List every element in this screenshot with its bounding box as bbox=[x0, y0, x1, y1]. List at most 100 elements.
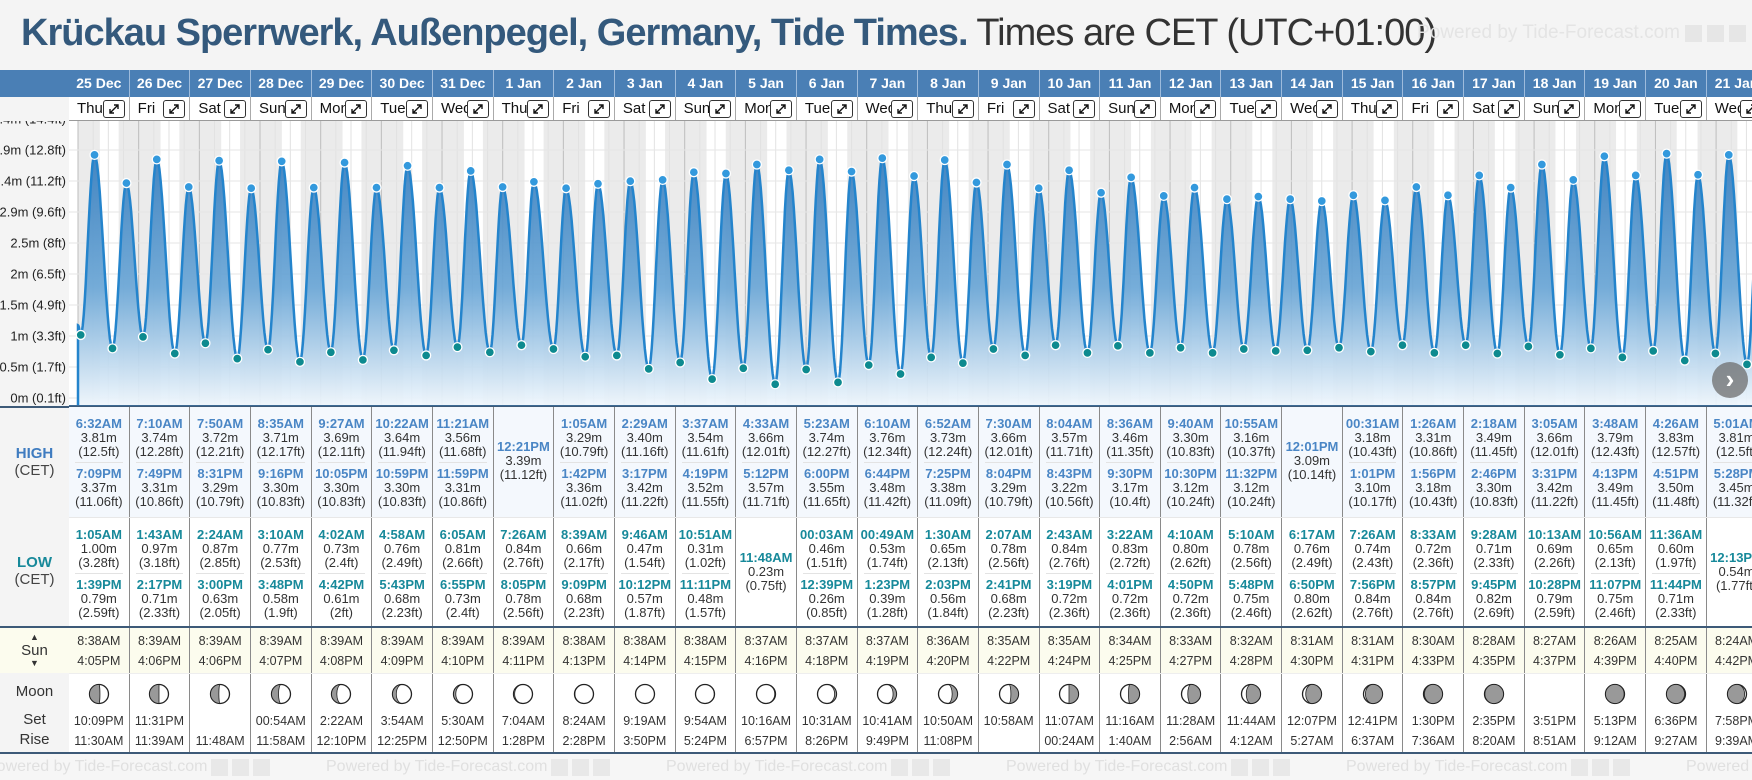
low-tide-point[interactable] bbox=[1741, 359, 1752, 370]
low-tide-point[interactable] bbox=[232, 353, 243, 364]
high-tide-point[interactable] bbox=[1661, 148, 1672, 159]
high-tide-point[interactable] bbox=[783, 165, 795, 176]
high-tide-point[interactable] bbox=[1379, 195, 1391, 206]
low-tide-point[interactable] bbox=[1648, 345, 1659, 357]
low-tide-point[interactable] bbox=[516, 340, 527, 351]
low-tide-point[interactable] bbox=[643, 363, 654, 375]
low-tide-point[interactable] bbox=[169, 348, 180, 359]
expand-day-button[interactable] bbox=[345, 100, 368, 118]
high-tide-point[interactable] bbox=[1474, 170, 1485, 181]
high-tide-point[interactable] bbox=[1221, 193, 1233, 205]
expand-day-button[interactable] bbox=[1012, 100, 1035, 118]
low-tide-point[interactable] bbox=[1112, 340, 1124, 351]
high-tide-point[interactable] bbox=[1536, 159, 1548, 170]
high-tide-point[interactable] bbox=[720, 168, 732, 179]
high-tide-point[interactable] bbox=[1316, 195, 1327, 207]
expand-day-button[interactable] bbox=[830, 100, 853, 118]
low-tide-point[interactable] bbox=[988, 343, 999, 355]
low-tide-point[interactable] bbox=[1554, 349, 1566, 360]
high-tide-point[interactable] bbox=[1125, 172, 1137, 183]
expand-day-button[interactable] bbox=[1679, 100, 1702, 118]
expand-day-button[interactable] bbox=[951, 100, 974, 118]
high-tide-point[interactable] bbox=[497, 181, 508, 193]
high-tide-point[interactable] bbox=[560, 183, 572, 194]
high-tide-point[interactable] bbox=[1063, 165, 1075, 176]
high-tide-point[interactable] bbox=[688, 167, 699, 178]
low-tide-point[interactable] bbox=[706, 373, 718, 385]
low-tide-point[interactable] bbox=[1175, 342, 1186, 353]
expand-day-button[interactable] bbox=[1194, 100, 1217, 118]
high-tide-point[interactable] bbox=[371, 182, 382, 193]
low-tide-point[interactable] bbox=[957, 357, 969, 369]
low-tide-point[interactable] bbox=[580, 351, 591, 362]
high-tide-point[interactable] bbox=[1723, 149, 1734, 161]
high-tide-point[interactable] bbox=[846, 166, 857, 177]
low-tide-point[interactable] bbox=[1523, 341, 1534, 352]
high-tide-point[interactable] bbox=[465, 165, 476, 177]
low-tide-point[interactable] bbox=[895, 368, 906, 380]
high-tide-point[interactable] bbox=[1505, 182, 1516, 193]
low-tide-point[interactable] bbox=[1617, 352, 1628, 363]
expand-day-button[interactable] bbox=[709, 100, 732, 118]
expand-day-button[interactable] bbox=[102, 100, 125, 118]
expand-day-button[interactable] bbox=[648, 100, 671, 118]
low-tide-point[interactable] bbox=[357, 354, 369, 366]
high-tide-point[interactable] bbox=[877, 152, 888, 164]
high-tide-point[interactable] bbox=[213, 155, 225, 166]
expand-day-button[interactable] bbox=[284, 100, 307, 118]
expand-day-button[interactable] bbox=[405, 100, 428, 118]
low-tide-point[interactable] bbox=[1333, 342, 1345, 353]
high-tide-point[interactable] bbox=[751, 159, 763, 170]
low-tide-point[interactable] bbox=[1082, 347, 1093, 359]
low-tide-point[interactable] bbox=[294, 356, 306, 367]
high-tide-point[interactable] bbox=[1630, 170, 1641, 181]
expand-day-button[interactable] bbox=[163, 100, 186, 118]
low-tide-point[interactable] bbox=[1710, 348, 1721, 359]
expand-day-button[interactable] bbox=[1073, 100, 1096, 118]
high-tide-point[interactable] bbox=[908, 170, 920, 182]
high-tide-point[interactable] bbox=[434, 182, 445, 193]
low-tide-point[interactable] bbox=[200, 338, 211, 349]
low-tide-point[interactable] bbox=[548, 343, 559, 355]
low-tide-point[interactable] bbox=[1429, 347, 1440, 359]
high-tide-point[interactable] bbox=[308, 182, 319, 193]
low-tide-point[interactable] bbox=[1302, 345, 1313, 356]
low-tide-point[interactable] bbox=[325, 347, 337, 358]
low-tide-point[interactable] bbox=[1679, 355, 1690, 366]
low-tide-point[interactable] bbox=[611, 350, 622, 361]
high-tide-point[interactable] bbox=[246, 183, 257, 194]
expand-day-button[interactable] bbox=[1133, 100, 1156, 118]
expand-day-button[interactable] bbox=[1315, 100, 1338, 118]
high-tide-point[interactable] bbox=[1285, 193, 1296, 205]
high-tide-point[interactable] bbox=[1692, 169, 1704, 180]
high-tide-point[interactable] bbox=[625, 176, 636, 187]
high-tide-point[interactable] bbox=[151, 154, 162, 165]
low-tide-point[interactable] bbox=[388, 345, 400, 356]
high-tide-point[interactable] bbox=[89, 149, 100, 161]
low-tide-point[interactable] bbox=[738, 363, 749, 374]
next-days-button[interactable]: › bbox=[1712, 362, 1748, 398]
expand-day-button[interactable] bbox=[466, 100, 489, 118]
high-tide-point[interactable] bbox=[657, 174, 668, 186]
low-tide-point[interactable] bbox=[832, 377, 844, 388]
low-tide-point[interactable] bbox=[137, 331, 149, 343]
low-tide-point[interactable] bbox=[484, 347, 495, 358]
low-tide-point[interactable] bbox=[1020, 350, 1031, 361]
low-tide-point[interactable] bbox=[863, 359, 874, 371]
low-tide-point[interactable] bbox=[75, 329, 86, 341]
high-tide-point[interactable] bbox=[971, 177, 982, 188]
expand-day-button[interactable] bbox=[587, 100, 610, 118]
low-tide-point[interactable] bbox=[1585, 343, 1597, 354]
expand-day-button[interactable] bbox=[1740, 100, 1752, 118]
low-tide-point[interactable] bbox=[1460, 340, 1471, 351]
high-tide-point[interactable] bbox=[1568, 174, 1579, 186]
expand-day-button[interactable] bbox=[527, 100, 550, 118]
low-tide-point[interactable] bbox=[1144, 347, 1156, 359]
low-tide-point[interactable] bbox=[1397, 340, 1408, 351]
expand-day-button[interactable] bbox=[1255, 100, 1278, 118]
high-tide-point[interactable] bbox=[276, 156, 287, 167]
high-tide-point[interactable] bbox=[1411, 181, 1422, 193]
low-tide-point[interactable] bbox=[1207, 347, 1218, 359]
high-tide-point[interactable] bbox=[1348, 190, 1359, 201]
high-tide-point[interactable] bbox=[939, 154, 950, 166]
